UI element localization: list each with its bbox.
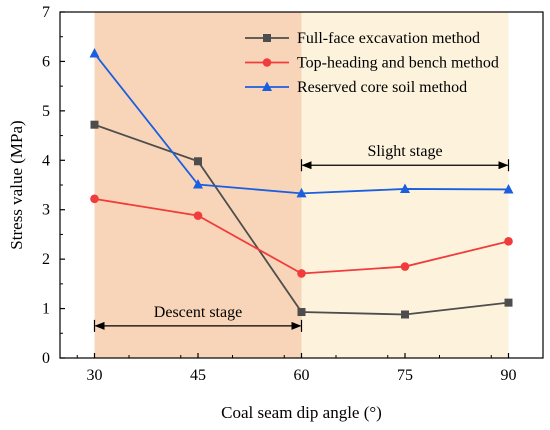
legend-marker-2 bbox=[262, 81, 272, 91]
series-2-point-2 bbox=[296, 187, 307, 198]
x-axis-title: Coal seam dip angle (°) bbox=[221, 403, 382, 422]
x-tick-label: 75 bbox=[397, 367, 413, 384]
series-0-point-2 bbox=[297, 308, 306, 317]
x-tick-label: 60 bbox=[294, 367, 310, 384]
series-1-point-0 bbox=[90, 194, 99, 204]
legend-label-0: Full-face excavation method bbox=[297, 30, 480, 47]
y-tick-label: 5 bbox=[42, 103, 50, 120]
legend-marker-1 bbox=[262, 58, 272, 67]
legend: Full-face excavation method Top-heading a… bbox=[245, 30, 499, 96]
series-1-point-4 bbox=[504, 237, 513, 246]
series-0-point-3 bbox=[401, 310, 409, 319]
y-tick-label: 4 bbox=[42, 152, 50, 169]
series-1-point-1 bbox=[193, 211, 203, 220]
legend-label-2: Reserved core soil method bbox=[297, 79, 467, 96]
series-0-point-0 bbox=[90, 120, 99, 129]
y-tick-label: 7 bbox=[42, 4, 50, 21]
series-0-point-4 bbox=[504, 298, 513, 307]
series-0-point-1 bbox=[194, 157, 202, 166]
data-series bbox=[89, 48, 514, 319]
y-tick-label: 2 bbox=[42, 251, 50, 268]
y-axis-title: Stress value (MPa) bbox=[7, 120, 26, 249]
series-1-point-3 bbox=[400, 262, 410, 271]
series-2-point-3 bbox=[400, 183, 410, 193]
x-tick-label: 90 bbox=[501, 367, 517, 384]
y-tick-label: 6 bbox=[42, 53, 50, 70]
series-1-point-2 bbox=[297, 269, 306, 278]
x-tick-label: 30 bbox=[87, 367, 103, 384]
y-tick-label: 0 bbox=[42, 350, 50, 367]
stage-annotations: Descent stage Slight stage bbox=[93, 143, 510, 332]
series-2-point-4 bbox=[503, 183, 514, 194]
legend-label-1: Top-heading and bench method bbox=[297, 55, 499, 72]
legend-marker-0 bbox=[263, 34, 271, 42]
series-2-point-0 bbox=[89, 48, 100, 58]
annotation-label-1: Slight stage bbox=[367, 143, 442, 160]
annotation-label-0: Descent stage bbox=[154, 304, 242, 321]
x-tick-label: 45 bbox=[190, 367, 206, 384]
y-tick-label: 3 bbox=[42, 202, 50, 219]
series-2-point-1 bbox=[193, 179, 203, 189]
y-tick-label: 1 bbox=[42, 301, 50, 318]
